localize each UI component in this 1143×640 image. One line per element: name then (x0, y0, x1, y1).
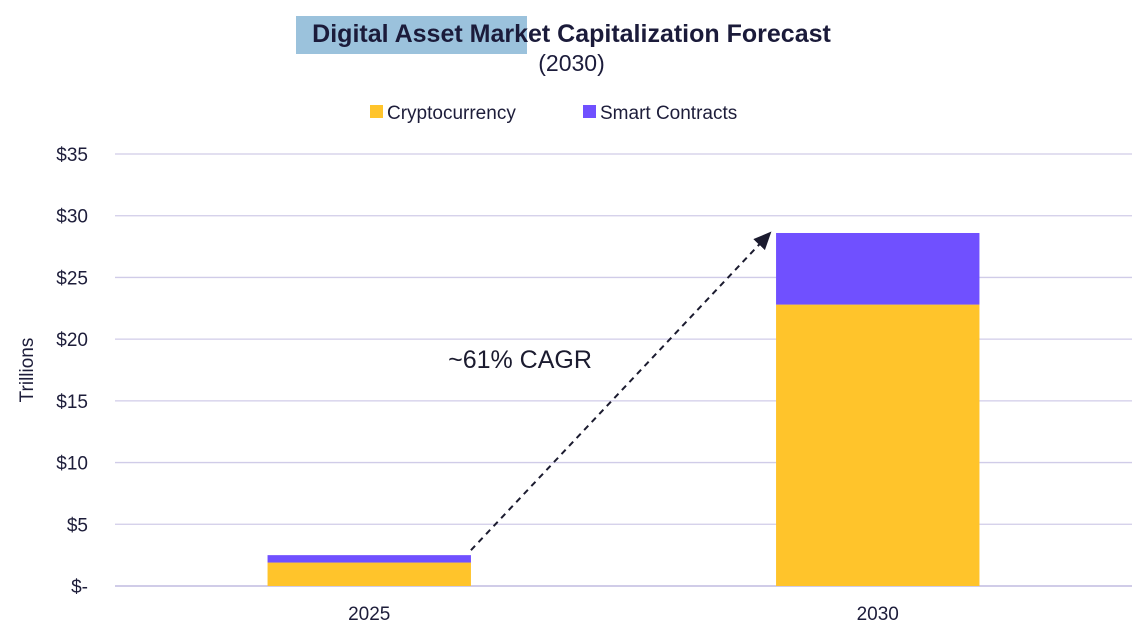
bar-cryptocurrency (267, 562, 471, 586)
legend-label: Cryptocurrency (387, 103, 516, 124)
cagr-arrow (470, 231, 772, 551)
y-tick-label: $10 (56, 454, 88, 475)
chart-subtitle: (2030) (538, 50, 605, 76)
legend-swatch (583, 105, 596, 118)
title-selection-highlight (296, 16, 527, 54)
legend-swatch (370, 105, 383, 118)
y-tick-label: $35 (56, 145, 88, 166)
y-tick-label: $25 (56, 268, 88, 289)
y-tick-label: $20 (56, 330, 88, 351)
x-tick-label: 2030 (857, 604, 899, 625)
cagr-annotation: ~61% CAGR (448, 346, 592, 374)
bar-smart-contracts (776, 232, 980, 305)
legend-label: Smart Contracts (600, 103, 737, 124)
x-tick-label: 2025 (348, 604, 390, 625)
y-tick-label: $15 (56, 392, 88, 413)
bar-smart-contracts (267, 555, 471, 563)
y-axis-label: Trillions (17, 338, 38, 403)
y-tick-label: $30 (56, 207, 88, 228)
y-tick-label: $- (71, 577, 88, 598)
chart-title: Digital Asset Market Capitalization Fore… (312, 20, 831, 48)
y-tick-label: $5 (67, 515, 88, 536)
bar-cryptocurrency (776, 304, 980, 586)
